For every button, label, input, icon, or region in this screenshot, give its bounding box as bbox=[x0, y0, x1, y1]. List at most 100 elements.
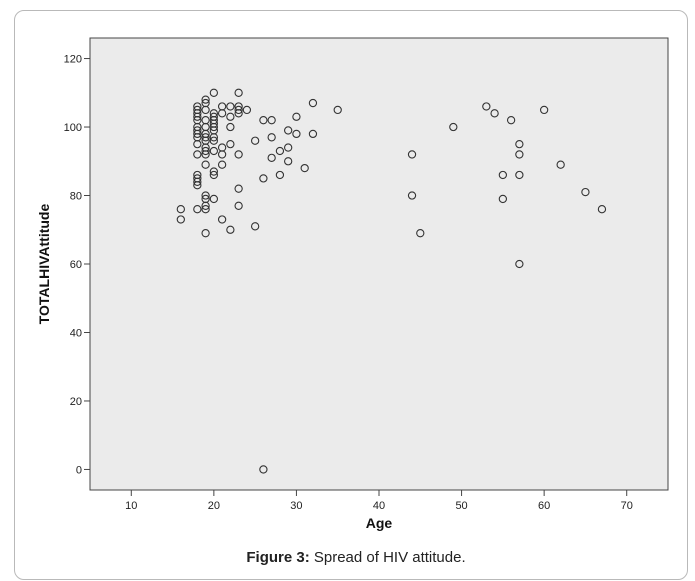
data-point bbox=[226, 140, 235, 149]
data-point bbox=[250, 136, 260, 145]
data-point bbox=[267, 116, 276, 125]
y-axis-title: TOTALHIVAttitude bbox=[36, 204, 52, 325]
data-point bbox=[201, 205, 210, 214]
data-point bbox=[490, 109, 499, 118]
x-tick-label: 50 bbox=[455, 500, 467, 512]
data-point bbox=[193, 205, 202, 214]
data-point bbox=[193, 150, 202, 159]
data-point bbox=[209, 194, 219, 204]
data-point bbox=[209, 122, 219, 132]
data-points bbox=[176, 88, 607, 474]
data-point bbox=[226, 122, 235, 132]
data-point bbox=[201, 229, 210, 238]
caption-label: Figure 3: bbox=[246, 549, 309, 566]
data-point bbox=[407, 150, 417, 159]
data-point bbox=[259, 174, 268, 183]
data-point bbox=[193, 177, 202, 186]
data-point bbox=[209, 167, 219, 176]
data-point bbox=[209, 136, 219, 145]
y-tick-label: 20 bbox=[70, 396, 82, 408]
data-point bbox=[193, 129, 202, 139]
data-point bbox=[275, 146, 285, 156]
data-point bbox=[498, 170, 508, 180]
data-point bbox=[556, 160, 565, 169]
data-point bbox=[416, 229, 425, 238]
data-point bbox=[308, 98, 318, 108]
data-point bbox=[515, 259, 524, 269]
data-point bbox=[193, 112, 202, 121]
x-tick-label: 70 bbox=[621, 500, 633, 512]
data-point bbox=[300, 163, 309, 173]
data-point bbox=[217, 150, 227, 159]
y-axis: 0 20 40 60 80 100 120 bbox=[64, 54, 90, 476]
data-point bbox=[259, 465, 268, 474]
data-point bbox=[226, 102, 235, 111]
x-axis: 10 20 30 40 50 60 70 bbox=[125, 490, 633, 512]
data-point bbox=[292, 129, 301, 139]
x-tick-label: 10 bbox=[125, 500, 137, 512]
data-point bbox=[242, 105, 252, 115]
data-point bbox=[284, 157, 293, 166]
data-point bbox=[515, 140, 524, 149]
y-tick-label: 60 bbox=[70, 259, 82, 271]
data-point bbox=[308, 129, 318, 139]
data-point bbox=[209, 146, 219, 156]
x-tick-label: 20 bbox=[208, 500, 220, 512]
data-point bbox=[201, 150, 210, 159]
data-point bbox=[515, 150, 524, 159]
figure-caption: Figure 3: Spread of HIV attitude. bbox=[246, 549, 465, 566]
data-point bbox=[407, 191, 417, 200]
data-point bbox=[201, 146, 210, 156]
x-tick-label: 30 bbox=[290, 500, 302, 512]
data-point bbox=[234, 105, 243, 115]
data-point bbox=[234, 184, 243, 193]
data-point bbox=[333, 105, 342, 115]
data-point bbox=[581, 187, 590, 197]
y-tick-label: 40 bbox=[70, 327, 82, 339]
data-point bbox=[201, 133, 210, 142]
y-tick-label: 120 bbox=[64, 54, 82, 66]
data-point bbox=[209, 133, 219, 142]
x-tick-label: 40 bbox=[373, 500, 385, 512]
data-point bbox=[482, 102, 491, 111]
data-point bbox=[217, 109, 227, 118]
data-point bbox=[259, 116, 268, 125]
y-tick-label: 100 bbox=[64, 122, 82, 134]
data-point bbox=[176, 215, 185, 224]
data-point bbox=[209, 88, 219, 97]
data-point bbox=[234, 201, 243, 210]
data-point bbox=[201, 160, 210, 169]
data-point bbox=[217, 215, 227, 224]
data-point bbox=[234, 109, 243, 118]
data-point bbox=[226, 225, 235, 234]
data-point bbox=[234, 88, 243, 97]
data-point bbox=[201, 95, 210, 104]
x-tick-label: 60 bbox=[538, 500, 550, 512]
data-point bbox=[506, 116, 516, 125]
data-point bbox=[209, 170, 219, 180]
data-point bbox=[284, 143, 293, 152]
data-point bbox=[498, 194, 508, 204]
data-point bbox=[539, 105, 549, 115]
data-point bbox=[284, 126, 293, 135]
plot-area bbox=[89, 37, 669, 491]
data-point bbox=[267, 133, 276, 142]
data-point bbox=[201, 105, 210, 115]
data-point bbox=[176, 205, 185, 214]
x-axis-title: Age bbox=[366, 515, 393, 531]
data-point bbox=[449, 122, 458, 132]
y-tick-label: 80 bbox=[70, 191, 82, 203]
data-point bbox=[226, 112, 235, 121]
data-point bbox=[217, 160, 227, 169]
y-tick-label: 0 bbox=[76, 464, 82, 476]
data-point bbox=[201, 191, 210, 200]
data-point bbox=[515, 170, 524, 180]
data-point bbox=[275, 170, 285, 180]
data-point bbox=[193, 140, 202, 149]
data-point bbox=[267, 153, 276, 162]
data-point bbox=[250, 222, 260, 231]
data-point bbox=[201, 201, 210, 210]
data-point bbox=[193, 181, 202, 190]
data-point bbox=[234, 150, 243, 159]
